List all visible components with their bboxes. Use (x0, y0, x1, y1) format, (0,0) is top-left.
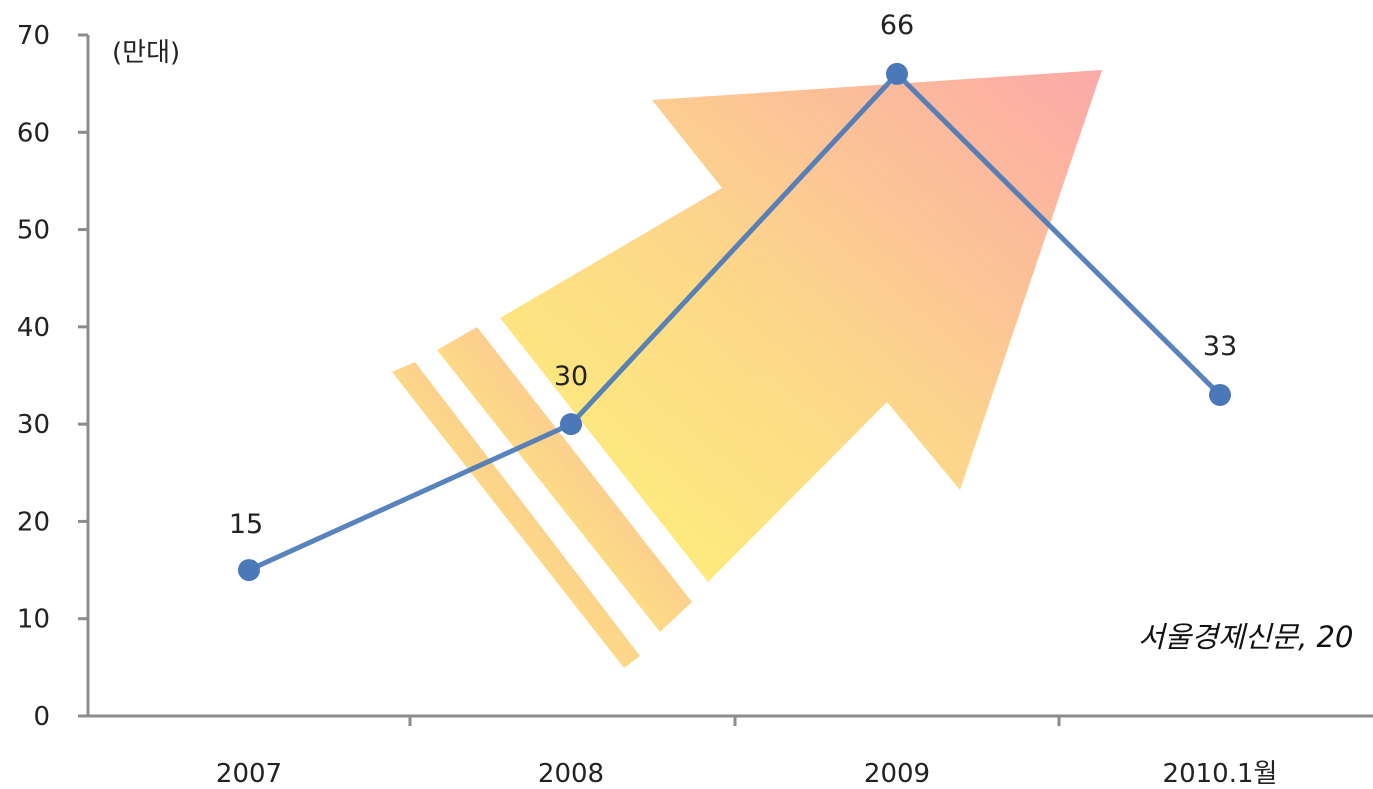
data-label: 15 (229, 509, 263, 540)
data-point (560, 413, 582, 435)
y-ticks: 0 10 20 30 40 50 60 70 (17, 21, 88, 732)
y-tick-label: 30 (17, 410, 50, 440)
y-tick-label: 60 (17, 118, 50, 148)
x-tick-label: 2007 (216, 759, 282, 789)
data-point (886, 63, 908, 85)
data-label: 66 (880, 10, 914, 41)
data-label: 33 (1203, 331, 1237, 362)
y-tick-label: 70 (17, 21, 50, 51)
y-tick-label: 10 (17, 605, 50, 635)
x-tick-label: 2010.1월 (1163, 759, 1278, 789)
data-point (238, 559, 260, 581)
decorative-arrow (392, 70, 1102, 668)
data-label: 30 (554, 361, 588, 392)
y-tick-label: 20 (17, 507, 50, 537)
x-tick-label: 2009 (864, 759, 930, 789)
y-tick-label: 0 (33, 702, 50, 732)
x-tick-label: 2008 (538, 759, 604, 789)
y-tick-label: 40 (17, 313, 50, 343)
y-tick-label: 50 (17, 216, 50, 246)
source-annotation: 서울경제신문, 20 (1138, 620, 1353, 654)
unit-label: (만대) (112, 38, 180, 68)
data-point (1209, 384, 1231, 406)
x-ticks: 2007 2008 2009 2010.1월 (216, 716, 1278, 789)
